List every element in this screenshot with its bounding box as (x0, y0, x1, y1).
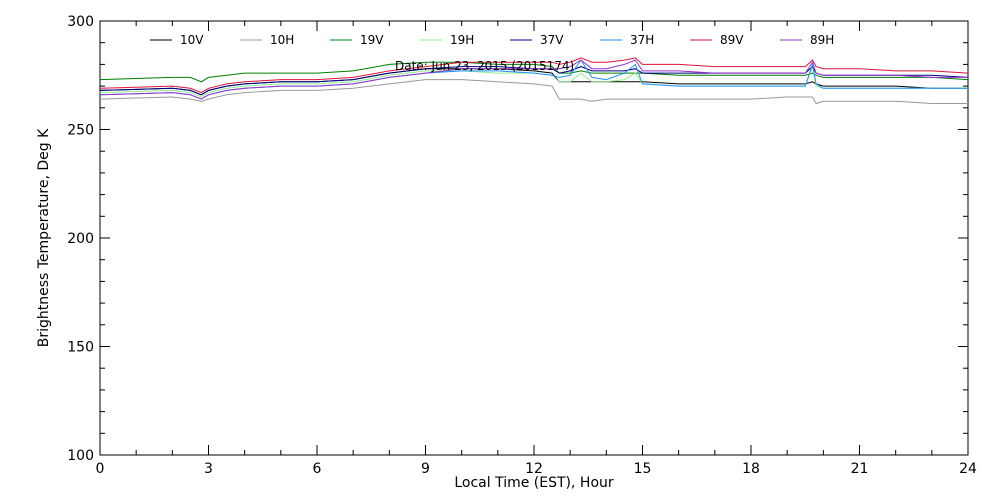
y-tick-label: 150 (67, 340, 94, 356)
y-tick-label: 200 (67, 231, 94, 247)
legend-label-89v: 89V (720, 33, 744, 47)
x-tick-label: 18 (742, 461, 760, 477)
series-line-89h (99, 59, 968, 100)
date-annotation: Date: Jun 23, 2015 (2015174) (395, 59, 574, 73)
y-tick-label: 100 (67, 448, 94, 464)
legend-label-19v: 19V (360, 33, 384, 47)
x-tick-label: 6 (313, 461, 322, 477)
y-tick-label: 250 (67, 123, 94, 139)
x-tick-label: 0 (96, 461, 105, 477)
x-tick-label: 15 (634, 461, 652, 477)
legend-label-37h: 37H (630, 33, 654, 47)
x-tick-label: 3 (204, 461, 213, 477)
x-tick-label: 9 (421, 461, 430, 477)
x-tick-label: 12 (525, 461, 543, 477)
y-tick-label: 300 (67, 14, 94, 30)
legend: 10V 10H 19V 19H 37V 37H 89V 89H (150, 33, 834, 47)
y-axis-title: Brightness Temperature, Deg K (36, 128, 52, 347)
legend-label-10v: 10V (180, 33, 204, 47)
series-lines (99, 57, 969, 105)
legend-label-19h: 19H (450, 33, 474, 47)
series-line-19v (99, 61, 969, 83)
legend-label-89h: 89H (810, 33, 834, 47)
x-axis-title: Local Time (EST), Hour (454, 475, 614, 491)
x-tick-label: 21 (851, 461, 869, 477)
legend-label-10h: 10H (270, 33, 294, 47)
legend-label-37v: 37V (540, 33, 564, 47)
series-line-89v (99, 57, 969, 94)
axis-ticks: 0 3 6 9 12 15 18 21 24 100 150 200 250 300 (67, 14, 977, 477)
x-tick-label: 24 (959, 461, 977, 477)
series-line-10h (99, 79, 968, 105)
